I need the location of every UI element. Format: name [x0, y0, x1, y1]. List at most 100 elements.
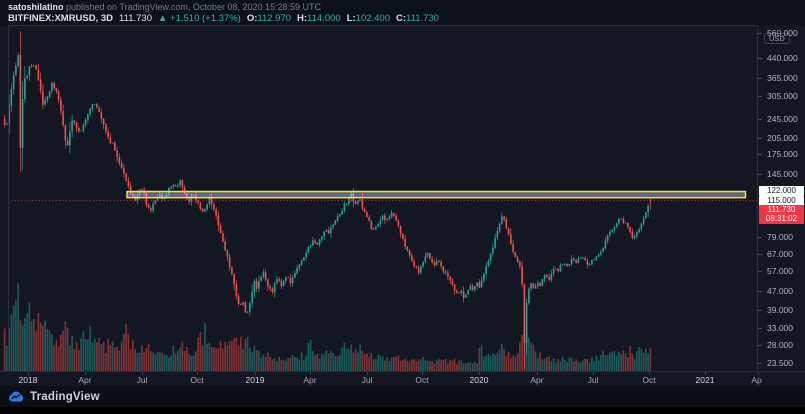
time-axis-label: Apr: [530, 375, 544, 385]
tradingview-logo-icon[interactable]: [7, 390, 24, 403]
time-axis-label: Oct: [415, 375, 429, 385]
price-axis-tick: [758, 77, 762, 79]
symbol-info-row: BITFINEX:XMRUSD, 3D 111.730 ▲ +1.510 (+1.3…: [8, 13, 805, 24]
time-axis-label: Oct: [190, 375, 204, 385]
resistance-rectangle-drawing[interactable]: [126, 190, 747, 199]
time-axis-tick: [255, 372, 256, 375]
bar-countdown-tag: 08:31:02: [759, 213, 804, 224]
time-axis-tick: [537, 372, 538, 375]
price-change: ▲ +1.510 (+1.37%): [157, 13, 241, 24]
price-axis-tick: [758, 58, 762, 59]
time-axis-label: 2018: [18, 375, 38, 385]
time-axis-tick: [422, 372, 423, 375]
publish-info: satoshilatino published on TradingView.c…: [8, 2, 805, 13]
price-axis[interactable]: USD 122.000 115.000 111.730 08:31:02 560…: [757, 25, 805, 386]
ohlc-value: L:102.400: [347, 13, 390, 24]
time-axis-tick: [28, 372, 29, 375]
volume-bars-up: [6, 283, 649, 371]
plot-border: [8, 25, 757, 371]
price-axis-tick: [758, 96, 762, 98]
candle-wicks-up: [6, 52, 649, 355]
time-axis-tick: [142, 372, 143, 375]
time-axis-tick: [593, 372, 594, 375]
time-axis-tick: [310, 372, 311, 375]
price-axis-label: 205.000: [767, 132, 798, 143]
tradingview-brand-text[interactable]: TradingView: [30, 390, 100, 403]
candle-bodies-up: [6, 55, 649, 343]
time-axis-label: Jul: [587, 375, 599, 385]
price-axis-label: 145.000: [767, 168, 798, 179]
price-axis-label: 33.000: [767, 322, 793, 333]
price-axis-tick: [758, 137, 762, 139]
price-axis-tick: [758, 236, 762, 238]
time-axis-tick: [758, 372, 759, 375]
price-axis-label: 47.000: [767, 285, 793, 296]
price-axis-label: 79.000: [767, 231, 793, 242]
volume-bars-down: [3, 312, 652, 371]
price-axis-tick: [758, 310, 762, 312]
time-axis-label: 2021: [695, 375, 715, 385]
price-axis-label: 175.000: [767, 149, 798, 159]
rectangle-bottom-price-tag: 115.000: [759, 195, 804, 206]
time-axis-label: Apr: [78, 375, 92, 385]
price-axis-label: 305.000: [767, 91, 798, 102]
price-axis-label: 39.000: [767, 305, 793, 316]
price-axis-tick: [758, 32, 762, 34]
symbol-and-interval: BITFINEX:XMRUSD, 3D: [8, 13, 114, 24]
time-axis-tick: [367, 372, 368, 375]
price-axis-tick: [758, 270, 762, 272]
price-axis-label: 365.000: [767, 72, 798, 83]
footer-bar: TradingView: [0, 386, 805, 407]
ohlc-number: 102.400: [355, 13, 390, 24]
price-axis-tick: [758, 363, 762, 364]
price-axis-label: 560.000: [767, 27, 798, 38]
time-axis-tick: [197, 372, 198, 375]
time-axis-label: Jul: [361, 375, 373, 385]
price-axis-tick: [758, 253, 762, 255]
time-axis-label: Jul: [136, 375, 148, 385]
ohlc-number: 111.730: [406, 13, 439, 24]
time-axis-labels: 2018 Apr Jul Oct 2019 Apr Jul Oct 2020 Apr Jul Oct 2…: [0, 372, 762, 387]
rectangle-top-price-tag: 122.000: [759, 186, 804, 196]
ohlc-number: 114.000: [307, 13, 341, 24]
price-axis-tick: [758, 173, 762, 175]
price-axis-label: 23.500: [767, 358, 793, 368]
ohlc-label: C:: [396, 13, 407, 24]
bottom-letterbox: [0, 407, 805, 414]
price-axis-tick: [758, 327, 762, 329]
ohlc-number: 112.970: [257, 13, 292, 24]
time-axis-label: Apr: [303, 375, 317, 385]
publish-text: published on TradingView.com, October 08…: [63, 2, 322, 12]
time-axis-label: 2020: [469, 375, 489, 385]
price-axis-label: 440.000: [767, 53, 798, 63]
time-axis-label: Oct: [642, 375, 656, 385]
price-axis-tick: [758, 119, 762, 120]
candle-wicks-down: [4, 31, 651, 370]
time-axis-tick: [479, 372, 480, 375]
time-axis-label: Apr: [751, 375, 762, 385]
ohlc-value: C:111.730: [396, 13, 439, 24]
ohlc-value: O:112.970: [247, 13, 291, 24]
price-axis-label: 245.000: [767, 114, 798, 124]
time-axis-tick: [85, 372, 86, 375]
chart-header: satoshilatino published on TradingView.c…: [0, 0, 805, 25]
time-axis-label: 2019: [245, 375, 265, 385]
author-name: satoshilatino: [8, 2, 64, 12]
ohlc-label: O:: [246, 13, 258, 24]
time-axis[interactable]: 2018 Apr Jul Oct 2019 Apr Jul Oct 2020 Apr Jul Oct 2…: [0, 371, 805, 386]
price-axis-tick: [758, 154, 762, 155]
price-axis-tick: [758, 290, 762, 292]
time-axis-tick: [649, 372, 650, 375]
price-axis-label: 57.000: [767, 265, 793, 276]
chart-plot-area[interactable]: [0, 25, 757, 371]
price-axis-label: 67.000: [767, 248, 793, 259]
ohlc-value: H:114.000: [297, 13, 341, 24]
currency-badge[interactable]: USD: [764, 33, 790, 44]
last-price-tag: 111.730: [759, 204, 804, 215]
price-axis-label: 28.000: [767, 339, 793, 350]
candle-bodies-down: [3, 55, 652, 343]
time-axis-tick: [705, 372, 706, 375]
price-axis-tick: [758, 344, 762, 346]
header-last-price: 111.730: [119, 13, 152, 24]
